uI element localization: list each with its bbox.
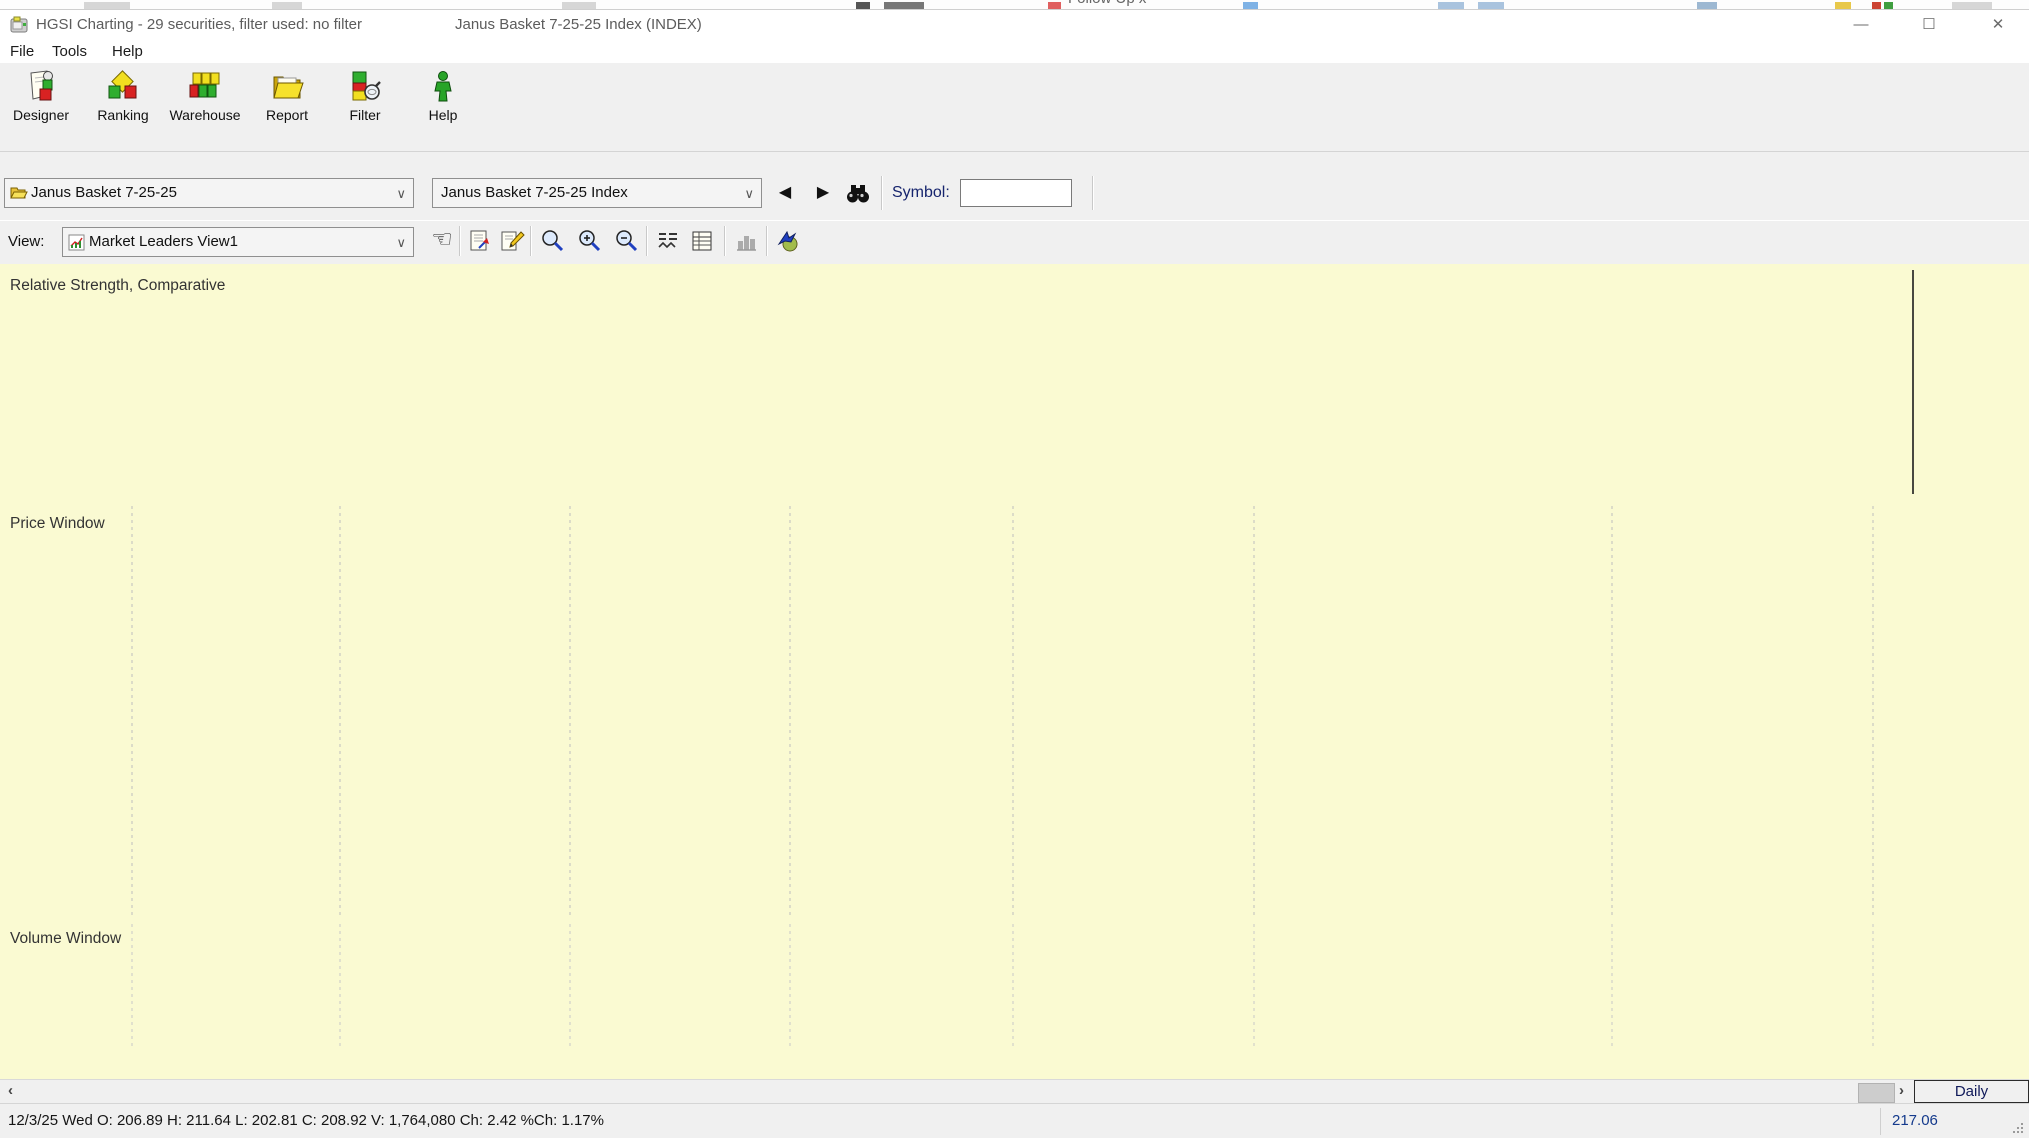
maximize-button[interactable]: ☐ [1922, 16, 1936, 33]
help-icon [434, 71, 452, 102]
chart-canvas[interactable] [0, 264, 2029, 1079]
designer-button[interactable]: Designer [0, 67, 82, 147]
resize-grip[interactable] [2012, 1123, 2024, 1134]
index-value: Janus Basket 7-25-25 Index [441, 184, 628, 201]
filter-icon [352, 71, 381, 101]
separator [881, 176, 883, 210]
last-price-value: 217.06 [1892, 1112, 1938, 1129]
previous-security-button[interactable]: ◀ [778, 184, 792, 201]
main-toolbar: Designer Ranking Warehouse [0, 63, 2029, 152]
designer-icon [30, 70, 53, 101]
view-label: View: [8, 233, 45, 250]
background-window-fragment [562, 2, 596, 9]
basket-value: Janus Basket 7-25-25 [31, 184, 177, 201]
background-window-fragment [856, 2, 870, 9]
next-security-button[interactable]: ▶ [816, 184, 830, 201]
toolbar-label: Ranking [97, 107, 149, 123]
status-bar: 12/3/25 Wed O: 206.89 H: 211.64 L: 202.8… [0, 1103, 2029, 1138]
chevron-down-icon: ∨ [744, 186, 754, 201]
data-table-icon[interactable] [688, 228, 716, 256]
menu-bar: File Tools Help [0, 40, 2029, 64]
window-title: HGSI Charting - 29 securities, filter us… [36, 16, 362, 33]
indicator-settings-icon[interactable] [654, 228, 682, 256]
background-window-fragment [272, 2, 302, 9]
separator [459, 226, 461, 256]
basket-select[interactable]: Janus Basket 7-25-25 ∨ [4, 178, 414, 208]
filter-button[interactable]: Filter [324, 67, 406, 147]
relative-strength-panel-title: Relative Strength, Comparative [10, 277, 226, 294]
chart-region: Relative Strength, Comparative Price Win… [0, 264, 2029, 1079]
view-select[interactable]: Market Leaders View1 ∨ [62, 227, 414, 257]
zoom-normal-icon[interactable] [538, 228, 566, 256]
bar-chart-icon[interactable] [732, 228, 760, 256]
separator [530, 226, 532, 256]
chevron-down-icon: ∨ [396, 235, 406, 250]
background-window-fragment [1048, 2, 1061, 9]
separator [724, 226, 726, 256]
background-window-fragment [1697, 2, 1717, 9]
ranking-button[interactable]: Ranking [82, 67, 164, 147]
background-window-fragment [1438, 2, 1464, 9]
close-button[interactable]: ✕ [1991, 16, 2005, 33]
pointer-hand-icon[interactable]: ☜ [431, 226, 453, 253]
help-button[interactable]: Help [402, 67, 484, 147]
separator [646, 226, 648, 256]
scroll-right-icon[interactable]: › [1899, 1082, 1904, 1099]
toolbar-label: Help [428, 107, 458, 123]
separator [1092, 176, 1094, 210]
menu-file[interactable]: File [10, 43, 35, 60]
scrollbar-thumb[interactable] [1858, 1083, 1895, 1103]
background-window-fragment [1872, 2, 1881, 9]
scroll-left-icon[interactable]: ‹ [8, 1082, 13, 1099]
view-chart-icon [68, 234, 85, 251]
background-window-fragment [1952, 2, 1992, 9]
warehouse-icon [189, 72, 220, 98]
zoom-out-icon[interactable] [612, 228, 640, 256]
symbol-label: Symbol: [892, 184, 950, 201]
view-value: Market Leaders View1 [89, 233, 238, 250]
warehouse-button[interactable]: Warehouse [164, 67, 246, 147]
background-window-text: Follow Up x [1068, 0, 1146, 9]
minimize-button[interactable]: — [1853, 16, 1869, 33]
find-binoculars-icon[interactable] [845, 182, 871, 206]
separator [1880, 1108, 1881, 1135]
index-select[interactable]: Janus Basket 7-25-25 Index ∨ [432, 178, 762, 208]
background-window-fragment [1835, 2, 1851, 9]
edit-view-icon[interactable] [498, 228, 526, 256]
background-window-fragment [884, 2, 924, 9]
title-bar: HGSI Charting - 29 securities, filter us… [0, 10, 2029, 40]
menu-help[interactable]: Help [112, 43, 143, 60]
background-window-fragment [1243, 2, 1258, 9]
toolbar-label: Report [265, 107, 309, 123]
view-toolbar: View: Market Leaders View1 ∨ ☜ [0, 220, 2029, 266]
background-window-strip: Follow Up x [0, 0, 2029, 10]
toolbar-label: Designer [12, 107, 70, 123]
report-button[interactable]: Report [246, 67, 328, 147]
toolbar-label: Filter [349, 107, 381, 123]
zoom-in-icon[interactable] [575, 228, 603, 256]
chart-export-icon[interactable] [774, 228, 802, 256]
app-icon [10, 16, 28, 33]
price-panel-title: Price Window [10, 515, 105, 532]
volume-panel-title: Volume Window [10, 930, 122, 947]
background-window-fragment [1884, 2, 1893, 9]
chevron-down-icon: ∨ [396, 186, 406, 201]
selector-row: Janus Basket 7-25-25 ∨ Janus Basket 7-25… [0, 152, 2029, 220]
chart-properties-icon[interactable] [466, 228, 494, 256]
horizontal-scrollbar: ‹ › Daily [0, 1079, 2029, 1104]
separator [766, 226, 768, 256]
toolbar-label: Warehouse [169, 107, 241, 123]
period-daily-button[interactable]: Daily [1914, 1080, 2029, 1103]
open-folder-icon [10, 187, 28, 199]
window-subtitle: Janus Basket 7-25-25 Index (INDEX) [455, 16, 702, 33]
background-window-fragment [84, 2, 130, 9]
background-window-fragment [1478, 2, 1504, 9]
menu-tools[interactable]: Tools [52, 43, 88, 60]
ohlc-status-text: 12/3/25 Wed O: 206.89 H: 211.64 L: 202.8… [8, 1112, 604, 1129]
report-icon [273, 76, 304, 99]
ranking-icon [108, 70, 137, 99]
symbol-input[interactable] [960, 179, 1072, 207]
